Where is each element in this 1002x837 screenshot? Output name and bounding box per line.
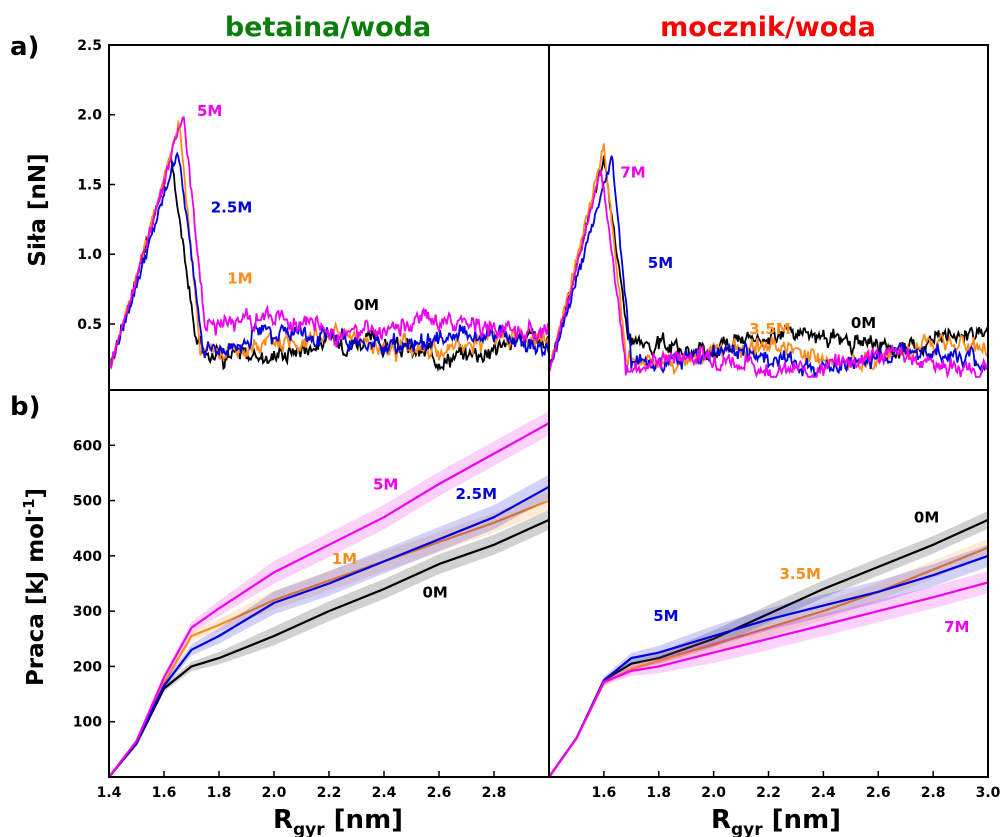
xtick-label-work-urea-1.8: 1.8 [646,785,671,801]
title-urea: mocznik/woda [660,12,876,43]
annotation-work-betaine-5M: 5M [373,476,398,494]
annotation-work-urea-3.5M: 3.5M [779,565,821,583]
xlabel-right: Rgyr [nm] [711,805,841,837]
ytick-label-force-2.0: 2.0 [77,108,102,124]
annotation-work-urea-7M: 7M [944,618,969,636]
ytick-label-work-200: 200 [73,659,102,675]
work-line-work-urea-7M [548,581,989,778]
force-line-force-betaine-5M [108,116,550,370]
xtick-label-work-urea-2.6: 2.6 [866,785,891,801]
xtick-label-work-urea-2.0: 2.0 [701,785,726,801]
work-line-work-betaine-5M [108,422,550,778]
xtick-label-work-urea-2.8: 2.8 [921,785,946,801]
force-line-force-urea-5M [548,155,989,377]
ytick-label-force-1.0: 1.0 [77,247,102,263]
annotation-work-betaine-2.5M: 2.5M [456,485,498,503]
ytick-label-force-0.5: 0.5 [77,317,102,333]
ytick-label-force-2.5: 2.5 [77,38,102,54]
xtick-label-work-urea-3.0: 3.0 [976,785,1001,801]
annotation-force-urea-7M: 7M [620,164,645,182]
annotation-work-betaine-0M: 0M [423,583,448,601]
ytick-label-force-1.5: 1.5 [77,177,102,193]
annotation-work-betaine-1M: 1M [332,550,357,568]
xtick-label-work-betaine-2.2: 2.2 [317,785,342,801]
work-band-work-urea-5M [549,544,988,777]
annotation-force-urea-0M: 0M [851,314,876,332]
force-line-force-urea-7M [548,169,989,379]
ytick-label-work-500: 500 [73,494,102,510]
annotation-force-betaine-5M: 5M [197,102,222,120]
xtick-label-work-betaine-2.8: 2.8 [482,785,507,801]
ytick-label-work-300: 300 [73,604,102,620]
annotation-force-urea-5M: 5M [648,254,673,272]
xtick-label-work-betaine-2.4: 2.4 [372,785,397,801]
work-line-work-betaine-2.5M [108,485,550,778]
work-band-work-betaine-2.5M [109,474,549,777]
xtick-label-work-betaine-2.0: 2.0 [262,785,287,801]
work-band-work-urea-3.5M [549,538,988,777]
annotation-work-urea-0M: 0M [914,509,939,527]
annotation-force-betaine-0M: 0M [354,296,379,314]
xtick-label-work-betaine-2.6: 2.6 [427,785,452,801]
panel-label-b: b) [10,392,41,422]
ytick-label-work-600: 600 [73,438,102,454]
xtick-label-work-betaine-1.4: 1.4 [97,785,122,801]
xtick-label-work-urea-2.4: 2.4 [811,785,836,801]
annotation-force-betaine-1M: 1M [227,270,252,288]
annotation-force-betaine-2.5M: 2.5M [211,198,253,216]
work-band-work-urea-0M [549,511,988,777]
ylabel-work: Praca [kJ mol-1] [20,488,49,686]
xlabel-left: Rgyr [nm] [273,805,403,837]
xtick-label-work-betaine-1.6: 1.6 [152,785,177,801]
annotation-work-urea-5M: 5M [653,607,678,625]
work-band-work-urea-7M [549,571,988,777]
xtick-label-work-urea-2.2: 2.2 [756,785,781,801]
xtick-label-work-urea-1.6: 1.6 [591,785,616,801]
ytick-label-work-100: 100 [73,715,102,731]
plot-area: 5M 2.5M 1M 0M 7M 5M 3.5M 0M 5M 2.5M 1M 0M 0M 3.5M 5M 7M… [73,38,1001,801]
annotation-force-urea-3.5M: 3.5M [749,320,791,338]
ytick-label-work-400: 400 [73,549,102,565]
panel-label-a: a) [10,32,39,62]
work-band-work-betaine-0M [109,510,549,777]
ylabel-force: Siła [nN] [25,153,51,266]
title-betaine: betaina/woda [225,12,431,43]
xtick-label-work-betaine-1.8: 1.8 [207,785,232,801]
